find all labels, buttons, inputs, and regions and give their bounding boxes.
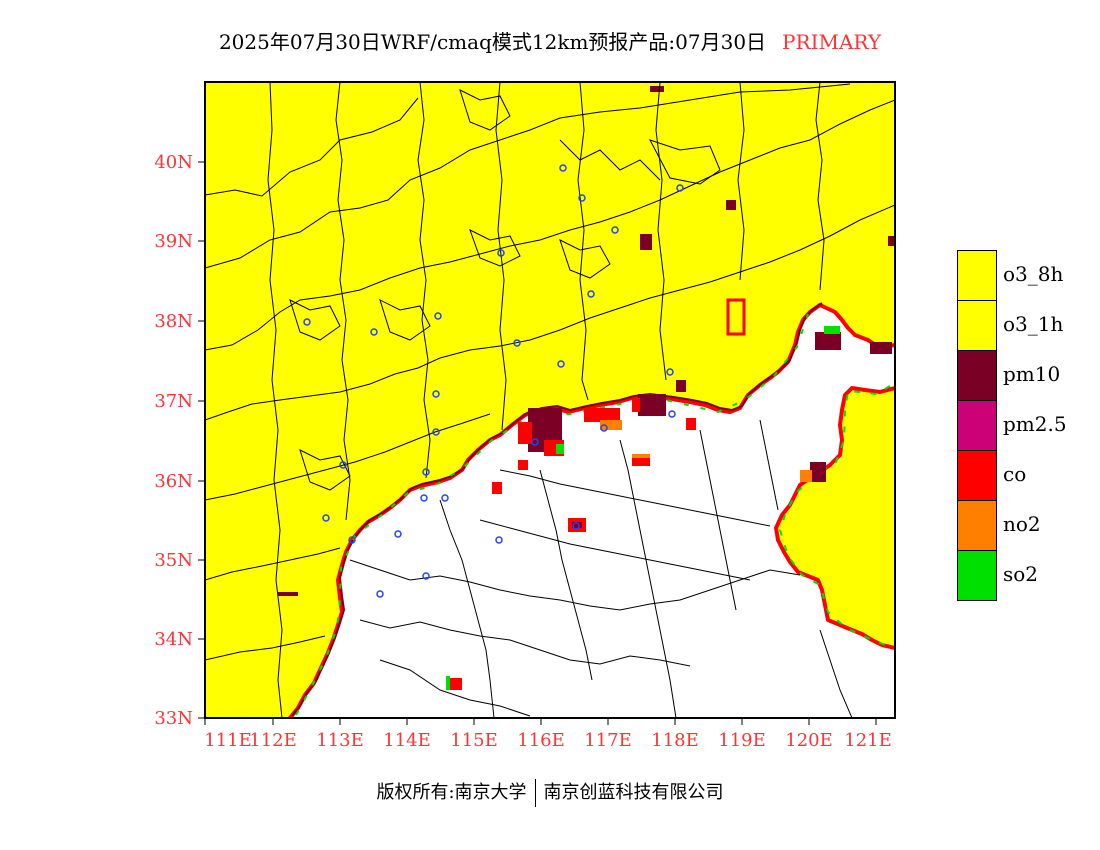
lat-label: 37N xyxy=(154,391,193,412)
legend-label: no2 xyxy=(1003,512,1041,536)
pollutant-legend: o3_8h o3_1h pm10 pm2.5 co no2 so2 xyxy=(957,250,1097,601)
pollution-hotspots xyxy=(278,86,895,690)
map-title: 2025年07月30日WRF/cmaq模式12km预报产品:07月30日 PRIM… xyxy=(0,26,1100,56)
o3-region-west-north xyxy=(205,82,895,718)
copyright-footer: 版权所有:南京大学 南京创蓝科技有限公司 xyxy=(0,778,1100,807)
pollutant-boundary-band-inner xyxy=(291,302,823,717)
city-markers xyxy=(303,164,684,598)
lat-ticks xyxy=(198,161,205,719)
title-tag: PRIMARY xyxy=(782,30,882,54)
legend-item-pm25: pm2.5 xyxy=(957,400,1097,451)
lon-label: 113E xyxy=(316,730,364,751)
legend-swatch xyxy=(957,500,997,551)
lon-ticks xyxy=(204,718,877,725)
lon-label: 116E xyxy=(517,730,565,751)
lat-labels: 40N 39N 38N 37N 36N 35N 34N 33N xyxy=(154,152,193,729)
lon-label: 117E xyxy=(584,730,632,751)
legend-label: o3_8h xyxy=(1003,262,1064,286)
lon-label: 114E xyxy=(383,730,431,751)
lat-label: 34N xyxy=(154,629,193,650)
pollutant-boundary-east-band xyxy=(774,386,895,650)
legend-item-o3-1h: o3_1h xyxy=(957,300,1097,351)
legend-item-so2: so2 xyxy=(957,550,1097,601)
legend-item-o3-8h: o3_8h xyxy=(957,250,1097,301)
legend-label: so2 xyxy=(1003,562,1039,586)
map-frame xyxy=(204,81,896,719)
legend-label: pm2.5 xyxy=(1003,412,1067,436)
legend-swatch xyxy=(957,550,997,601)
legend-label: pm10 xyxy=(1003,362,1061,386)
copyright-owner: 版权所有:南京大学 xyxy=(376,782,527,803)
lon-label: 111E xyxy=(204,730,252,751)
legend-swatch xyxy=(957,350,997,401)
legend-label: o3_1h xyxy=(1003,312,1064,336)
lat-label: 36N xyxy=(154,471,193,492)
lat-label: 38N xyxy=(154,311,193,332)
admin-boundaries xyxy=(205,82,895,718)
title-text: 2025年07月30日WRF/cmaq模式12km预报产品:07月30日 xyxy=(218,30,767,54)
lon-label: 119E xyxy=(718,730,766,751)
lon-label: 118E xyxy=(651,730,699,751)
lat-label: 40N xyxy=(154,152,193,173)
footer-separator xyxy=(534,779,536,807)
pollutant-boundary-east-green xyxy=(778,385,891,648)
lat-label: 33N xyxy=(154,708,193,729)
legend-item-co: co xyxy=(957,450,1097,501)
legend-label: co xyxy=(1003,462,1027,486)
legend-swatch xyxy=(957,400,997,451)
lon-label: 121E xyxy=(844,730,892,751)
copyright-company: 南京创蓝科技有限公司 xyxy=(543,782,724,803)
o3-region-east xyxy=(776,388,895,648)
pollutant-boundary-green xyxy=(295,313,809,716)
lon-label: 115E xyxy=(450,730,498,751)
legend-item-no2: no2 xyxy=(957,500,1097,551)
lon-label: 112E xyxy=(249,730,297,751)
legend-swatch xyxy=(957,250,997,301)
legend-swatch xyxy=(957,300,997,351)
lon-label: 120E xyxy=(785,730,833,751)
legend-item-pm10: pm10 xyxy=(957,350,1097,401)
lat-label: 39N xyxy=(154,231,193,252)
legend-swatch xyxy=(957,450,997,501)
lon-labels: 111E 112E 113E 114E 115E 116E 117E 118E … xyxy=(204,730,892,751)
lat-label: 35N xyxy=(154,550,193,571)
